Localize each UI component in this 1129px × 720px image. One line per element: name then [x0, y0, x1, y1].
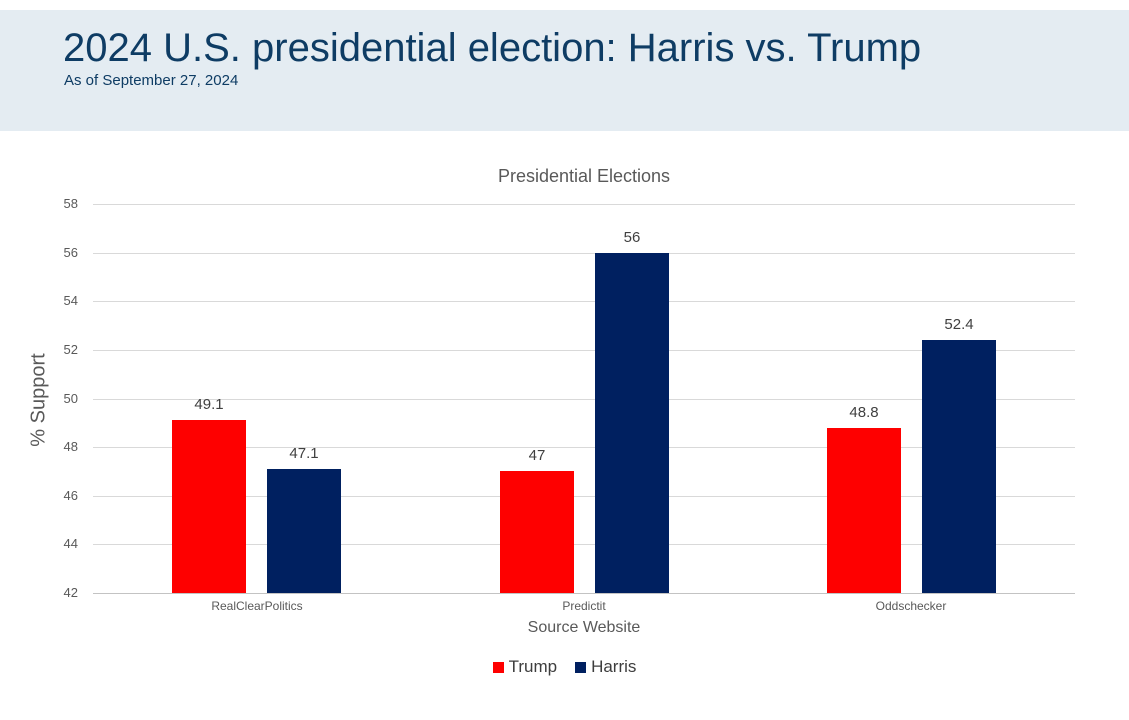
y-tick-label: 56: [63, 245, 78, 260]
x-axis-line: [93, 593, 1075, 594]
y-tick-label: 48: [63, 439, 78, 454]
bar-trump-oddschecker: [827, 428, 901, 593]
legend: Trump Harris: [0, 653, 1129, 681]
gridline: [93, 253, 1075, 254]
legend-swatch-harris: [575, 661, 587, 673]
x-axis-title: Source Website: [527, 619, 641, 636]
bar-value-label: 56: [623, 229, 641, 246]
y-tick-label: 58: [63, 196, 78, 211]
bar-harris-predictit: [595, 253, 669, 593]
gridline: [93, 350, 1075, 351]
header-band: 2024 U.S. presidential election: Harris …: [0, 10, 1129, 131]
x-category-label: Oddschecker: [875, 599, 947, 613]
x-category-label: RealClearPolitics: [211, 599, 303, 613]
legend-label: Harris: [591, 657, 637, 676]
bar-harris-oddschecker: [922, 340, 996, 593]
legend-swatch-trump: [492, 661, 504, 673]
bar-value-label: 47.1: [289, 445, 319, 462]
gridline: [93, 204, 1075, 205]
gridline: [93, 301, 1075, 302]
gridline: [93, 447, 1075, 448]
gridline: [93, 544, 1075, 545]
gridline: [93, 496, 1075, 497]
y-tick-label: 44: [63, 536, 78, 551]
bar-trump-realclearpolitics: [172, 420, 246, 593]
bar-trump-predictit: [500, 471, 574, 593]
page-subtitle: As of September 27, 2024: [64, 72, 239, 89]
gridline: [93, 399, 1075, 400]
bar-value-label: 52.4: [944, 316, 974, 333]
y-tick-label: 42: [63, 585, 78, 600]
x-category-label: Predictit: [562, 599, 606, 613]
bar-harris-realclearpolitics: [267, 469, 341, 593]
y-tick-label: 52: [63, 342, 78, 357]
bar-value-label: 49.1: [194, 396, 224, 413]
bar-value-label: 48.8: [849, 404, 879, 421]
legend-item-trump: Trump: [492, 657, 558, 677]
y-tick-label: 50: [63, 391, 78, 406]
legend-item-harris: Harris: [575, 657, 636, 677]
chart-title: Presidential Elections: [497, 166, 671, 186]
y-tick-label: 54: [63, 293, 78, 308]
bar-value-label: 47: [528, 447, 546, 464]
legend-label: Trump: [508, 657, 558, 676]
y-tick-label: 46: [63, 488, 78, 503]
page-title: 2024 U.S. presidential election: Harris …: [63, 26, 922, 70]
